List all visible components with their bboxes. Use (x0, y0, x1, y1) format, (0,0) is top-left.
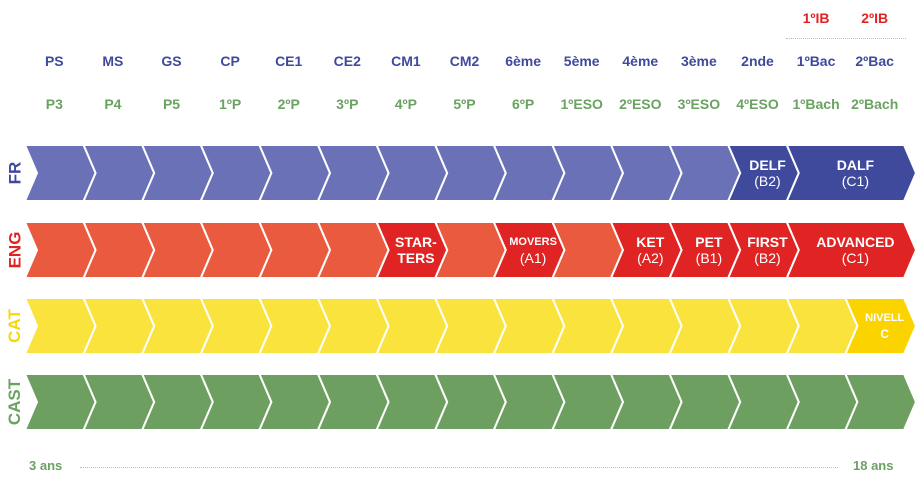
french-level-label: 1ºBac (796, 53, 836, 69)
ib-divider (786, 38, 906, 39)
french-level-label: CE2 (333, 53, 361, 69)
french-level-label: CM2 (449, 53, 480, 69)
certification-name: DALF (836, 157, 875, 173)
certification-label: STAR- TERS (387, 222, 446, 278)
spanish-level-label: 5ºP (453, 96, 476, 112)
certification-label: DELF (B2) (738, 145, 797, 201)
chevron-segment (843, 373, 918, 431)
certification-chevron (843, 297, 918, 355)
ib-level-label: 2ºIB (861, 10, 889, 26)
certification-name: FIRST (747, 234, 788, 250)
spanish-level-label: 3ºESO (677, 96, 721, 112)
language-name: CAT (5, 309, 24, 343)
spanish-level-label: 4ºESO (736, 96, 779, 112)
spanish-level-label: 2ºP (277, 96, 300, 112)
certification-level: (B1) (695, 250, 723, 266)
spanish-level-label: P4 (104, 96, 122, 112)
spanish-level-label: P3 (45, 96, 63, 112)
certification-name: KET (636, 234, 665, 250)
certification-chevron (492, 221, 566, 279)
certification-chevron (375, 221, 449, 279)
age-end-label: 18 ans (853, 458, 894, 473)
chevron-segment (23, 221, 97, 279)
french-level-label: 2ºBac (855, 53, 894, 69)
french-level-label: CP (220, 53, 240, 69)
spanish-level-label: 2ºESO (619, 96, 662, 112)
language-name: CAST (5, 378, 24, 426)
spanish-level-label: 3ºP (336, 96, 359, 112)
french-level-label: PS (44, 53, 64, 69)
certification-name: PET (695, 234, 723, 250)
french-level-label: CE1 (275, 53, 303, 69)
certification-name-line2: TERS (397, 250, 435, 266)
french-level-label: MS (102, 53, 124, 69)
french-level-label: 6ème (505, 53, 541, 69)
french-level-label: 5ème (563, 53, 600, 69)
certification-label: PET (B1) (680, 222, 739, 278)
spanish-level-label: 1ºP (218, 96, 242, 112)
french-level-label: 2nde (741, 53, 774, 69)
certification-level: (B2) (754, 250, 781, 266)
language-name: FR (4, 161, 24, 185)
certification-name: ADVANCED (816, 234, 895, 250)
certification-level: (C1) (841, 250, 869, 266)
spanish-level-label: 1ºESO (560, 96, 603, 112)
certification-level: (B2) (754, 173, 781, 189)
language-name: ENG (5, 231, 24, 269)
certification-label: MOVERS (A1) (504, 222, 563, 278)
french-level-label: 3ème (680, 53, 717, 69)
spanish-level-label: 2ºBach (851, 96, 899, 112)
age-start-label: 3 ans (29, 458, 63, 473)
certification-level: (A2) (637, 250, 664, 266)
spanish-level-label: 6ºP (511, 96, 535, 112)
ib-level-label: 1ºIB (802, 10, 830, 26)
certification-name: STAR- (395, 234, 437, 250)
french-level-label: 4ème (622, 53, 659, 69)
french-level-label: CM1 (391, 53, 421, 69)
certification-level: C (880, 327, 890, 341)
language-label: FR (0, 145, 30, 201)
spanish-level-label: 4ºP (394, 96, 418, 112)
certification-chevron (785, 144, 918, 202)
certification-name: DELF (749, 157, 786, 173)
certification-chevron (785, 221, 918, 279)
chevron-segment (23, 297, 97, 355)
certification-label: FIRST (B2) (738, 222, 797, 278)
spanish-level-label: P5 (162, 96, 181, 112)
age-timeline-line (80, 467, 838, 468)
certification-label: ADVANCED (C1) (797, 222, 914, 278)
chevron-segment (23, 144, 97, 202)
certification-name: MOVERS (509, 236, 557, 248)
language-label: ENG (0, 222, 30, 278)
spanish-level-label: 1ºBach (792, 96, 840, 112)
certification-label: KET (A2) (621, 222, 680, 278)
language-label: CAT (0, 298, 30, 354)
certification-name: NIVELL (865, 312, 905, 324)
chevron-segment (23, 373, 97, 431)
certification-level: (C1) (841, 173, 869, 189)
certification-label: NIVELL C (855, 298, 914, 354)
certification-label: DALF (C1) (797, 145, 914, 201)
certification-level: (A1) (519, 250, 547, 266)
french-level-label: GS (161, 53, 182, 69)
language-label: CAST (0, 374, 30, 430)
